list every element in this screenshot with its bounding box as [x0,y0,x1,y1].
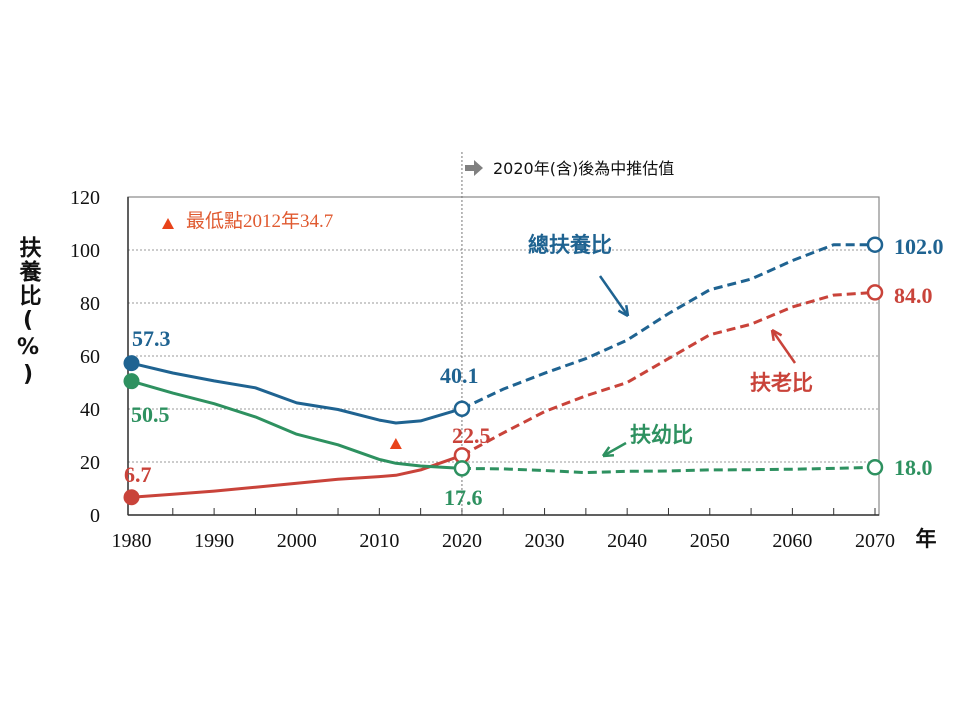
y-tick-label: 40 [80,399,100,421]
y-tick-label: 20 [80,452,100,474]
x-tick-label: 2020 [442,530,482,552]
arrow-elderly-icon [770,329,797,364]
data-label-2020: 17.6 [444,485,483,510]
series-line-projection-2 [461,465,876,475]
arrow-total-icon [598,275,630,317]
data-label-2020: 40.1 [440,363,479,388]
data-label-2070: 18.0 [894,455,933,480]
series-line-projection-1 [461,290,876,457]
series-line-historical-0 [131,361,463,425]
y-tick-label: 60 [80,346,100,368]
series-line-historical-2 [131,379,462,470]
series-name-label: 總扶養比 [528,233,612,257]
y-tick-label: 0 [90,505,100,527]
series-line-projection-0 [461,243,875,411]
arrow-elderly-icon-head [770,328,783,342]
x-tick-label: 1990 [194,530,234,552]
arrow-youth-icon [602,441,627,458]
y-axis-label: 扶養比(%) [16,236,42,389]
point-marker-2020 [453,460,471,477]
y-tick-label: 80 [80,293,100,315]
x-tick-label: 2050 [690,530,730,552]
data-label-1980: 6.7 [124,462,152,487]
data-label-1980: 57.3 [132,326,171,351]
arrow-right-icon [465,160,483,176]
x-tick-label: 2010 [359,530,399,552]
start-point-marker [123,489,140,506]
y-tick-label: 120 [70,187,100,209]
start-point-marker [123,355,140,372]
x-tick-label: 2060 [772,530,812,552]
data-label-2020: 22.5 [452,423,491,448]
point-marker-2070 [866,284,884,301]
start-point-marker [123,373,140,390]
data-label-2070: 84.0 [894,283,933,308]
triangle-marker-icon [162,218,174,229]
point-marker-2070 [866,236,884,253]
x-tick-label: 2040 [607,530,647,552]
point-marker-2020 [453,400,471,417]
x-tick-label: 2030 [525,530,565,552]
series-name-label: 扶幼比 [630,423,693,447]
data-label-2070: 102.0 [894,234,944,259]
x-tick-label: 2070 [855,530,895,552]
series-name-label: 扶老比 [750,371,813,395]
y-tick-label: 100 [70,240,100,262]
x-tick-label: 2000 [277,530,317,552]
x-axis-label: 年 [916,527,937,551]
data-label-1980: 50.5 [131,402,170,427]
point-marker-2070 [866,459,884,476]
series-line-historical-1 [131,453,463,499]
arrow-total-icon-head [617,304,630,318]
projection-note: 2020年(含)後為中推估值 [493,159,674,178]
min-annotation-text: 最低點2012年34.7 [186,210,333,232]
arrow-youth-icon-head [601,446,615,458]
x-tick-label: 1980 [112,530,152,552]
min-point-marker [389,438,402,450]
